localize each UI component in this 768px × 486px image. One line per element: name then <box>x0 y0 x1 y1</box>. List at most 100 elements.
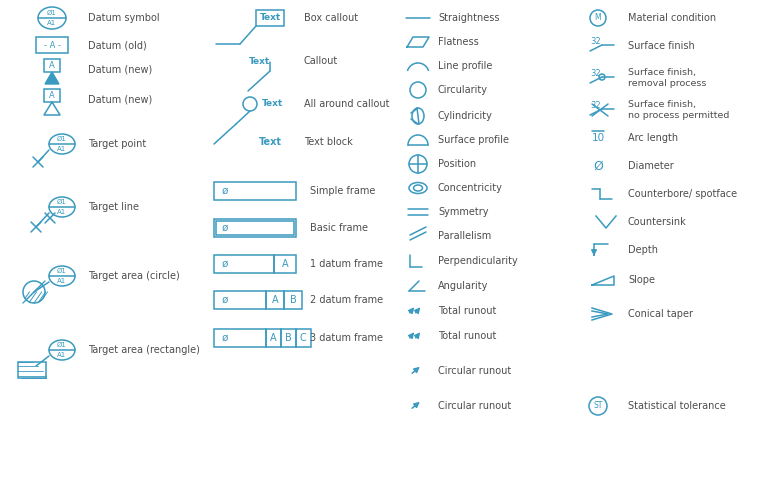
Text: Material condition: Material condition <box>628 13 716 23</box>
Text: Arc length: Arc length <box>628 133 678 143</box>
Text: Surface finish: Surface finish <box>628 41 695 51</box>
Text: 1 datum frame: 1 datum frame <box>310 259 383 269</box>
Bar <box>281 329 296 347</box>
Ellipse shape <box>412 108 424 124</box>
Text: Concentricity: Concentricity <box>438 183 503 193</box>
Text: Target point: Target point <box>88 139 146 149</box>
Ellipse shape <box>409 183 427 193</box>
Text: Text: Text <box>259 137 282 147</box>
Text: Total runout: Total runout <box>438 331 496 341</box>
Text: Box callout: Box callout <box>304 13 358 23</box>
Text: Ø1: Ø1 <box>57 199 67 205</box>
Text: 32: 32 <box>591 102 601 110</box>
Text: A: A <box>272 295 278 305</box>
Text: ø: ø <box>222 223 228 233</box>
Text: Ø1: Ø1 <box>57 342 67 348</box>
Text: Surface finish,
no process permitted: Surface finish, no process permitted <box>628 100 730 120</box>
Text: A1: A1 <box>58 352 67 358</box>
Text: Parallelism: Parallelism <box>438 231 492 241</box>
Bar <box>18 362 46 378</box>
Circle shape <box>23 281 45 303</box>
Bar <box>296 329 311 347</box>
Ellipse shape <box>49 266 75 286</box>
Text: B: B <box>290 295 296 305</box>
Text: Countersink: Countersink <box>628 217 687 227</box>
Text: Datum (old): Datum (old) <box>88 40 147 50</box>
Circle shape <box>243 97 257 111</box>
Text: Circular runout: Circular runout <box>438 366 511 376</box>
Text: Ø1: Ø1 <box>57 136 67 142</box>
Ellipse shape <box>38 7 66 29</box>
Text: Ø1: Ø1 <box>47 10 57 16</box>
Text: ø: ø <box>222 333 228 343</box>
Text: 10: 10 <box>591 133 604 143</box>
Text: A: A <box>49 91 55 101</box>
Circle shape <box>409 155 427 173</box>
Bar <box>214 182 296 200</box>
Text: Target area (rectangle): Target area (rectangle) <box>88 345 200 355</box>
Text: Perpendicularity: Perpendicularity <box>438 256 518 266</box>
Text: Text: Text <box>249 56 270 66</box>
Bar <box>256 10 284 26</box>
Text: A1: A1 <box>58 278 67 284</box>
Text: Position: Position <box>438 159 476 169</box>
Text: ø: ø <box>222 295 228 305</box>
Text: A1: A1 <box>58 146 67 152</box>
Text: A1: A1 <box>58 209 67 215</box>
Ellipse shape <box>49 340 75 360</box>
Text: B: B <box>285 333 291 343</box>
Bar <box>214 255 274 273</box>
Text: 2 datum frame: 2 datum frame <box>310 295 383 305</box>
Text: Text: Text <box>262 100 283 108</box>
Text: Datum (new): Datum (new) <box>88 64 152 74</box>
Ellipse shape <box>49 134 75 154</box>
Text: ø: ø <box>222 186 228 196</box>
Text: 32: 32 <box>591 37 601 47</box>
Circle shape <box>590 10 606 26</box>
Text: Straightness: Straightness <box>438 13 499 23</box>
Text: Ø: Ø <box>593 159 603 173</box>
Bar <box>266 329 281 347</box>
Text: Simple frame: Simple frame <box>310 186 376 196</box>
Bar <box>284 291 302 309</box>
Text: Depth: Depth <box>628 245 658 255</box>
Ellipse shape <box>413 185 422 191</box>
Text: Diameter: Diameter <box>628 161 674 171</box>
Bar <box>214 219 296 237</box>
Bar <box>214 291 266 309</box>
Bar <box>44 89 60 102</box>
Text: M: M <box>594 14 601 22</box>
Text: Slope: Slope <box>628 275 655 285</box>
Text: Text block: Text block <box>304 137 353 147</box>
Text: Circular runout: Circular runout <box>438 401 511 411</box>
Text: - A -: - A - <box>44 40 61 50</box>
Text: A: A <box>270 333 276 343</box>
Text: ST: ST <box>594 401 603 411</box>
Text: ø: ø <box>222 259 228 269</box>
Ellipse shape <box>49 197 75 217</box>
Text: Conical taper: Conical taper <box>628 309 693 319</box>
Text: All around callout: All around callout <box>304 99 389 109</box>
Bar <box>266 291 284 309</box>
Text: Datum symbol: Datum symbol <box>88 13 160 23</box>
Text: Text: Text <box>260 14 280 22</box>
Bar <box>44 59 60 72</box>
Text: Cylindricity: Cylindricity <box>438 111 493 121</box>
Text: Ø1: Ø1 <box>57 268 67 274</box>
Text: Basic frame: Basic frame <box>310 223 368 233</box>
Bar <box>274 255 296 273</box>
Text: Flatness: Flatness <box>438 37 478 47</box>
Circle shape <box>589 397 607 415</box>
Text: Datum (new): Datum (new) <box>88 94 152 104</box>
Text: Surface finish,
removal process: Surface finish, removal process <box>628 69 707 87</box>
Text: Symmetry: Symmetry <box>438 207 488 217</box>
Text: Callout: Callout <box>304 56 338 66</box>
Bar <box>216 221 294 235</box>
Polygon shape <box>45 72 59 84</box>
Bar <box>214 329 266 347</box>
Text: 32: 32 <box>591 69 601 79</box>
Bar <box>36 37 68 53</box>
Text: Target area (circle): Target area (circle) <box>88 271 180 281</box>
Text: Counterbore/ spotface: Counterbore/ spotface <box>628 189 737 199</box>
Text: Surface profile: Surface profile <box>438 135 509 145</box>
